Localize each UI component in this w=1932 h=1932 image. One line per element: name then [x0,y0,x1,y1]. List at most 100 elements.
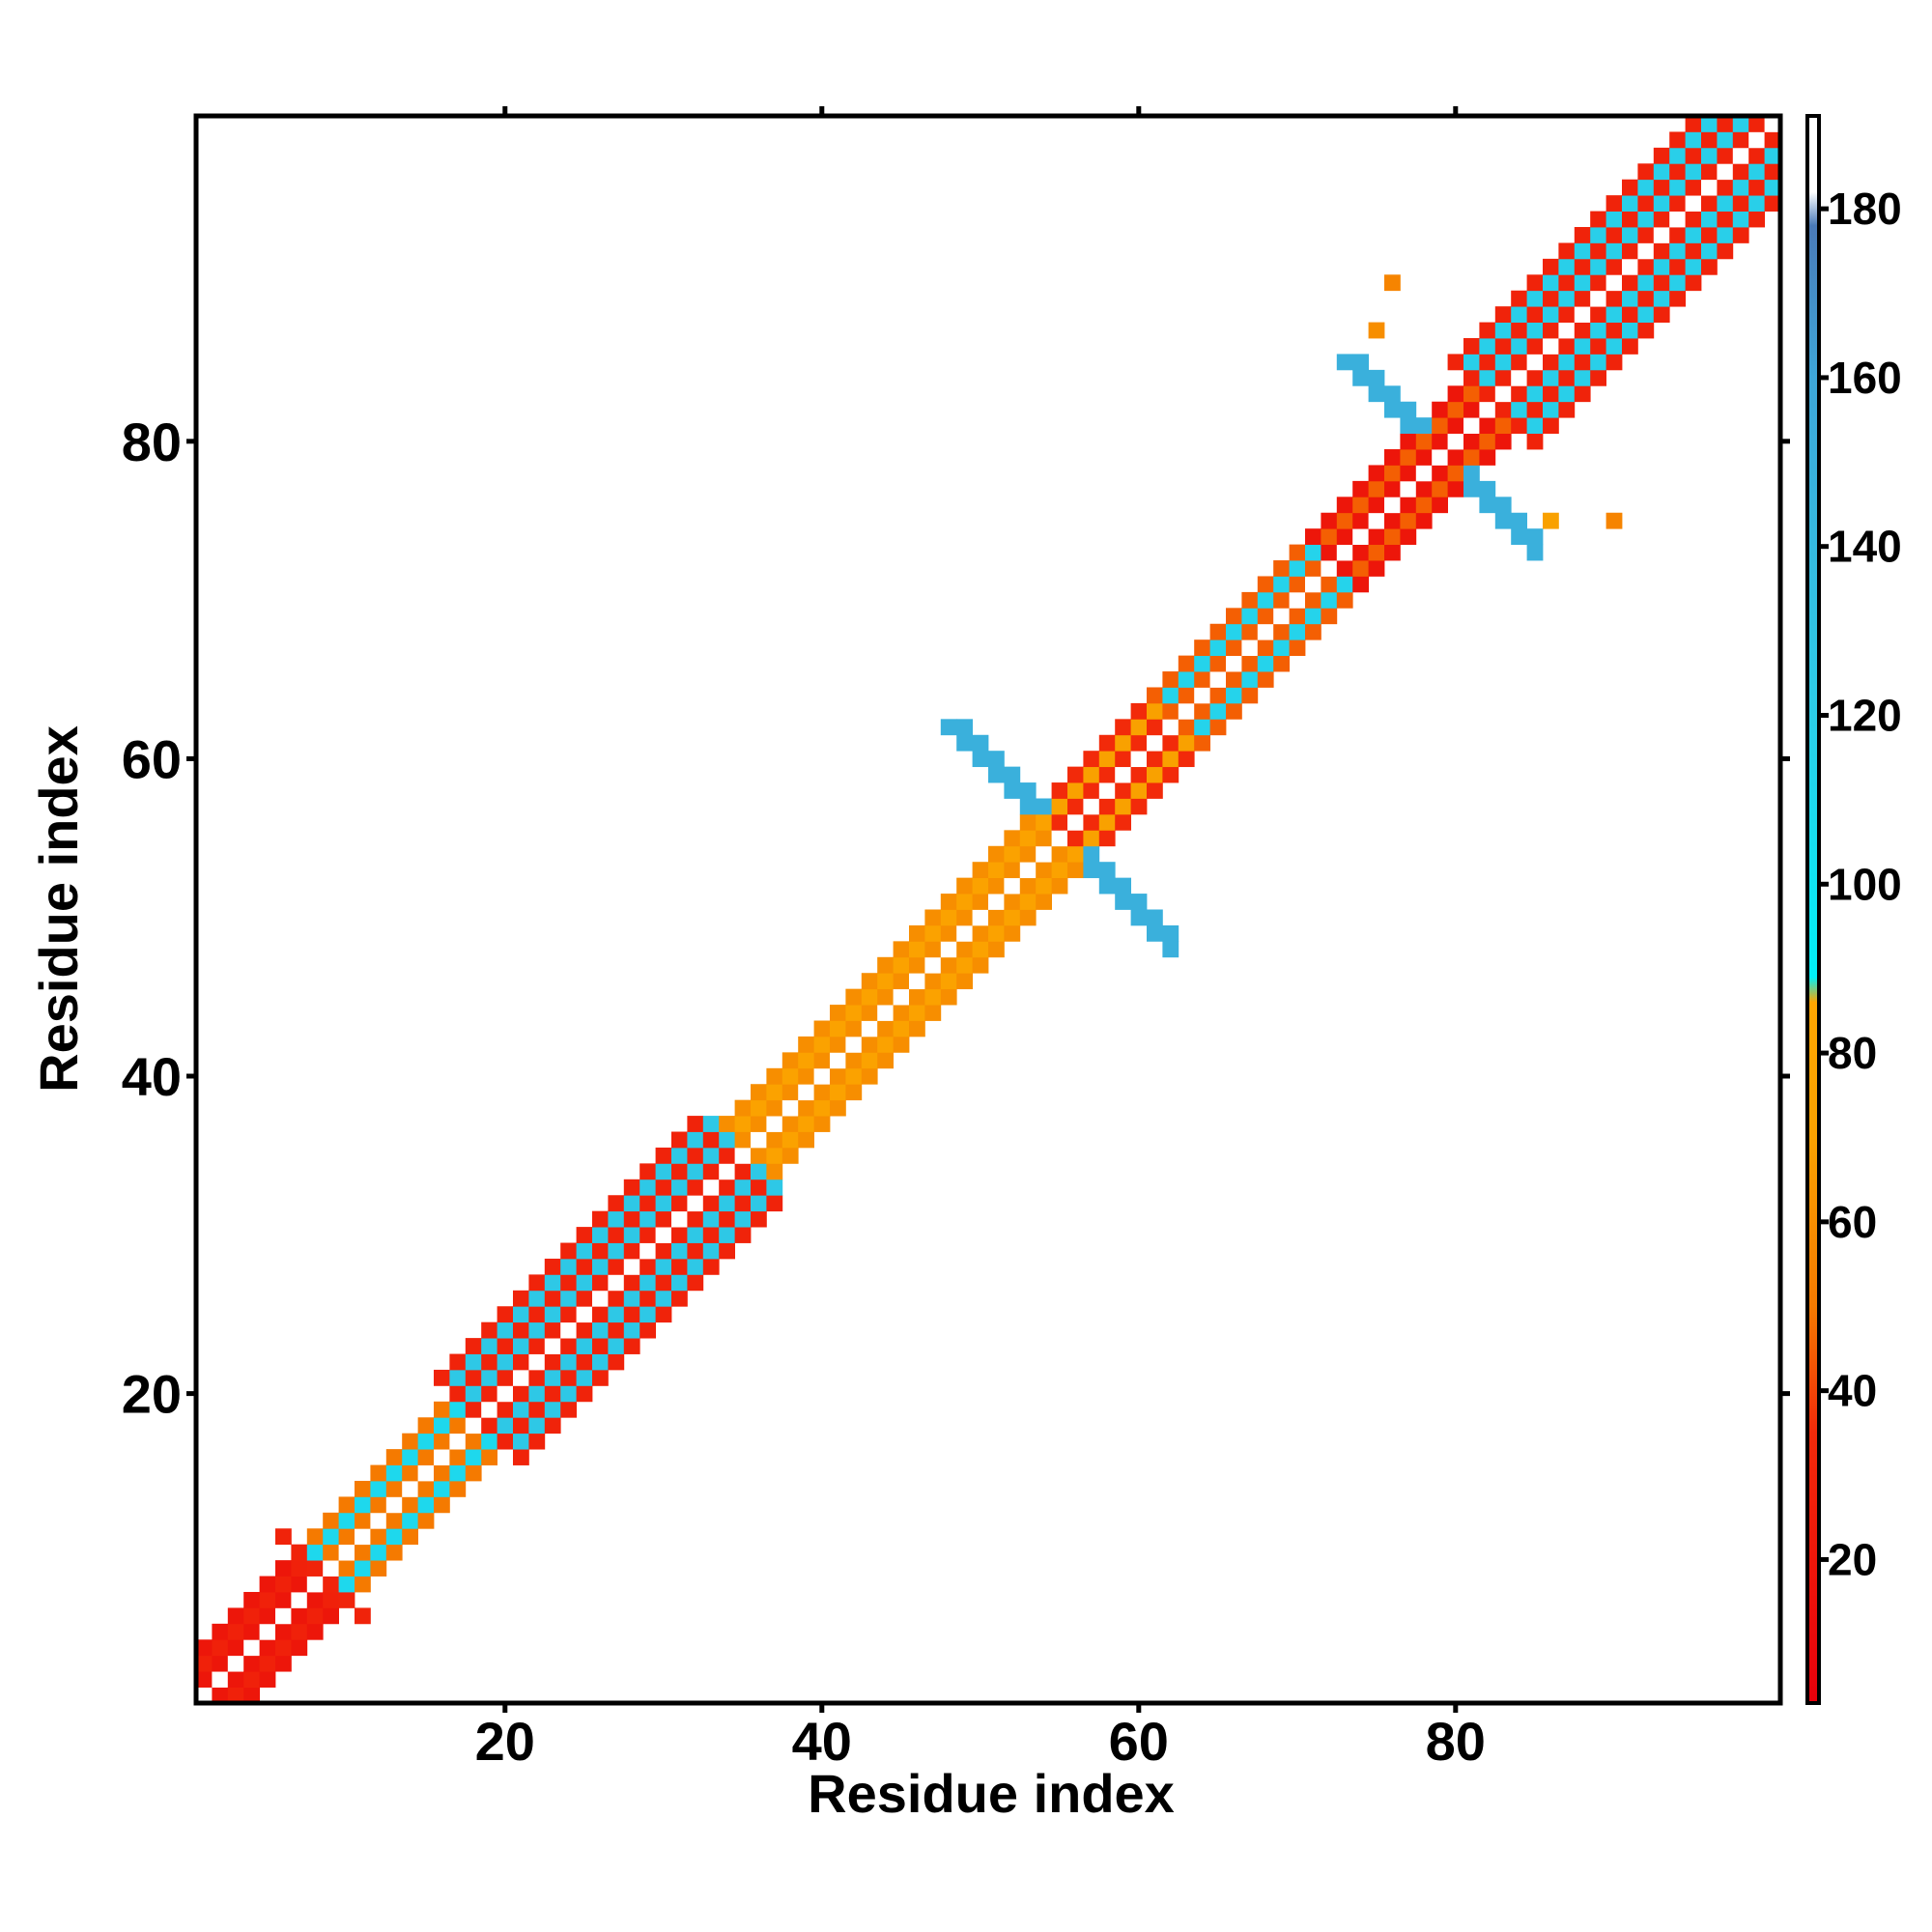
heatmap-cell [1226,655,1242,672]
heatmap-cell [1321,608,1338,625]
heatmap-cell [813,1036,831,1053]
heatmap-cell [940,719,957,736]
heatmap-cell [781,1116,799,1132]
heatmap-cell [893,956,910,974]
heatmap-cell [1067,766,1084,783]
heatmap-cell [1447,449,1464,466]
heatmap-cell [1178,734,1195,752]
y-tick-label: 60 [122,728,182,789]
heatmap-cell [1178,751,1195,768]
heatmap-cell [1336,591,1353,609]
heatmap-cell [1590,338,1606,355]
heatmap-cell [1178,671,1195,688]
heatmap-cell [1479,433,1496,450]
heatmap-cell [1543,512,1559,529]
heatmap-cell [1574,242,1591,260]
y-axis-ticks: 20 40 60 80 [122,412,1790,1425]
heatmap-cell [924,1005,942,1021]
heatmap-cell [417,1512,435,1529]
heatmap-cell [1194,655,1210,672]
heatmap-cell [449,1449,467,1465]
heatmap-cell [227,1671,244,1688]
heatmap-cell [1368,369,1385,386]
heatmap-cell [1036,845,1052,863]
y-tick-label: 80 [122,412,182,472]
heatmap-cell [956,894,973,910]
heatmap-cell [1511,338,1527,355]
heatmap-cell [1685,258,1702,275]
heatmap-cell [1147,702,1163,720]
heatmap-cell [1147,782,1163,799]
heatmap-cell [417,1496,435,1514]
heatmap-cell [227,1687,244,1704]
heatmap-cell [830,1020,846,1037]
heatmap-cell [781,1147,799,1164]
heatmap-cell [1384,274,1401,292]
heatmap-cell [1543,369,1559,386]
heatmap-cell [323,1591,339,1608]
heatmap-cell [1590,242,1606,260]
heatmap-cell [338,1591,355,1608]
heatmap-cell [1447,433,1464,450]
x-axis-ticks: 20 40 60 80 [475,106,1486,1772]
heatmap-cell [1669,242,1686,260]
heatmap-cell [1336,544,1353,561]
heatmap-cell [1685,227,1702,243]
heatmap-cell [528,1417,546,1435]
heatmap-cell [1336,576,1353,593]
heatmap-cell [481,1338,497,1354]
heatmap-cell [1558,338,1576,355]
heatmap-cell [766,1195,783,1212]
heatmap-cell [702,1227,720,1243]
heatmap-cell [592,1242,609,1260]
heatmap-cell [1511,369,1527,386]
heatmap-cell [766,1099,783,1117]
heatmap-cell [449,1369,467,1386]
heatmap-cell [544,1369,561,1386]
heatmap-cell [623,1227,640,1243]
heatmap-cell [1653,258,1670,275]
heatmap-cell [1083,751,1100,768]
heatmap-cell [291,1544,308,1561]
heatmap-cell [1479,369,1496,386]
heatmap-cell [1004,782,1021,799]
heatmap-cell [1511,528,1527,546]
heatmap-cell [1479,449,1496,466]
heatmap-cell [592,1338,609,1354]
heatmap-cell [845,1052,863,1069]
heatmap-cell [1226,608,1242,625]
heatmap-cell [781,1067,799,1085]
heatmap-cell [1400,433,1417,450]
heatmap-cell [1543,338,1559,355]
heatmap-cell [1526,417,1544,434]
heatmap-cell [1098,782,1116,799]
x-tick-label: 40 [792,1711,852,1772]
heatmap-cell [1526,385,1544,403]
heatmap-cells [196,116,1781,1704]
heatmap-cell [909,924,925,942]
heatmap-cell [734,1131,752,1149]
heatmap-cell [1241,671,1259,688]
heatmap-cell [1732,195,1749,212]
heatmap-cell [1194,671,1210,688]
heatmap-cell [370,1544,387,1561]
heatmap-cell [528,1338,546,1354]
heatmap-cell [639,1227,656,1243]
heatmap-cell [1257,671,1274,688]
heatmap-cell [1098,877,1116,895]
heatmap-cell [671,1179,688,1196]
heatmap-cell [1701,163,1718,181]
heatmap-cell [687,1163,704,1180]
heatmap-cell [212,1655,229,1672]
heatmap-cell [845,1084,863,1101]
heatmap-cell [306,1623,324,1640]
heatmap-cell [1098,798,1116,815]
heatmap-cell [1004,909,1021,926]
heatmap-cell [1447,401,1464,418]
heatmap-cell [1400,480,1417,497]
heatmap-cell [1289,639,1306,657]
heatmap-cell [560,1306,577,1323]
heatmap-cell [1130,734,1148,752]
heatmap-cell [1574,274,1591,292]
heatmap-cell [639,1274,656,1292]
